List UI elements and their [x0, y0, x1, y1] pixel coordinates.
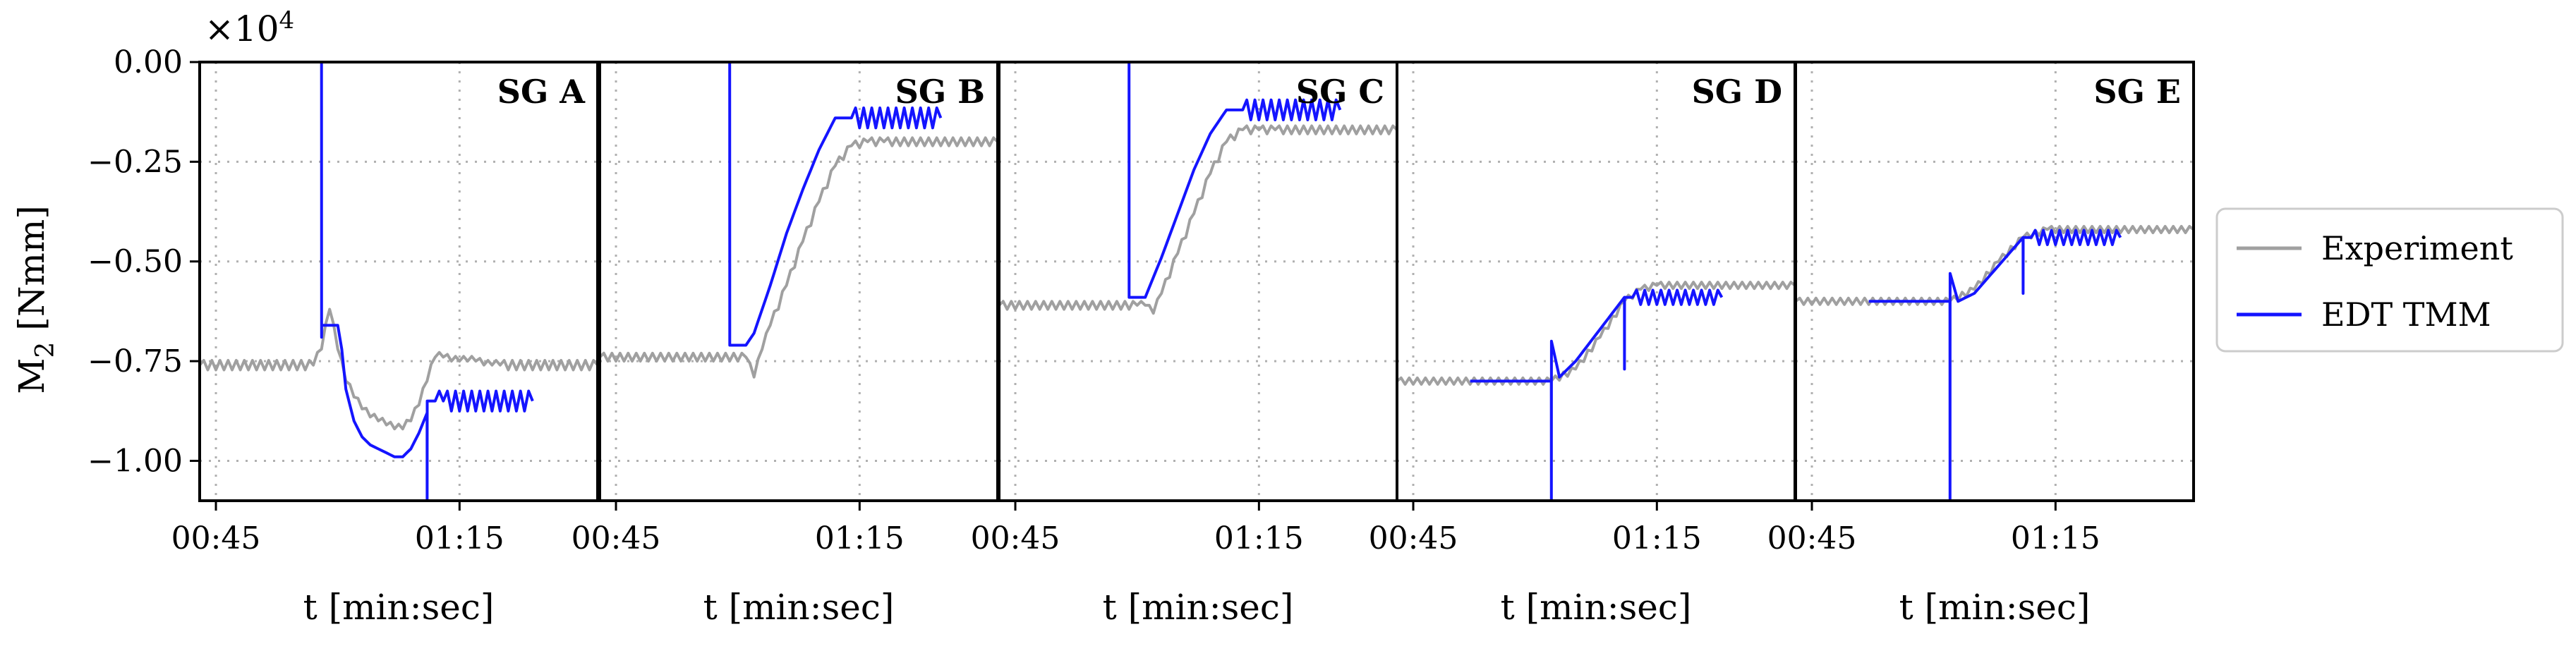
x-axis-label: t [min:sec] — [1899, 587, 2091, 628]
x-tick-label: 01:15 — [815, 520, 905, 556]
y-tick-label: −1.00 — [87, 443, 183, 479]
series-line-edt-tmm — [1470, 288, 1724, 501]
x-tick-label: 00:45 — [1767, 520, 1857, 556]
series-group — [1397, 281, 1795, 501]
x-tick-label: 01:15 — [1612, 520, 1702, 556]
y-tick-label: −0.75 — [87, 343, 183, 379]
panel-sg-c: SG C 00:45 01:15 t [min:sec] — [971, 61, 1398, 628]
panel-label: SG E — [2093, 73, 2181, 111]
y-axis-multiplier: ×104 — [205, 6, 294, 49]
x-tick-label: 00:45 — [1369, 520, 1458, 556]
y-tick-label: 0.00 — [114, 44, 183, 80]
series-line-experiment — [600, 136, 998, 379]
panel-frame — [1794, 61, 2195, 502]
panel-sg-e: SG E 00:45 01:15 t [min:sec] — [1767, 61, 2195, 628]
series-group — [600, 62, 998, 379]
x-tick-label: 01:15 — [415, 520, 504, 556]
series-line-experiment — [1796, 225, 2194, 306]
panel-frame — [598, 61, 999, 502]
panels-layer: SG A 00:45 01:15 t [min:sec] SG B 00:45 01:15 t… — [171, 61, 2195, 628]
panel-sg-a: SG A 00:45 01:15 t [min:sec] — [171, 61, 599, 628]
panel-label: SG B — [895, 73, 985, 111]
legend: Experiment EDT TMM — [2215, 207, 2564, 353]
series-group — [1796, 225, 2194, 501]
series-line-experiment — [999, 124, 1397, 315]
y-axis-label: M2 [Nmm] — [11, 205, 60, 394]
x-axis-label: t [min:sec] — [303, 587, 495, 628]
y-tick-label: −0.25 — [87, 144, 183, 180]
x-tick-label: 00:45 — [171, 520, 261, 556]
x-tick-label: 01:15 — [1214, 520, 1304, 556]
series-line-experiment — [200, 307, 598, 431]
legend-label-edt-tmm: EDT TMM — [2321, 295, 2491, 334]
panel-frame — [198, 61, 599, 502]
y-tick-labels: 0.00 −0.25 −0.50 −0.75 −1.00 — [87, 44, 200, 479]
legend-frame — [2215, 207, 2564, 353]
x-tick-label: 00:45 — [572, 520, 661, 556]
series-line-edt-tmm — [1868, 228, 2122, 501]
x-axis-label: t [min:sec] — [703, 587, 895, 628]
series-line-edt-tmm — [320, 62, 534, 501]
panel-sg-d: SG D 00:45 01:15 t [min:sec] — [1369, 61, 1796, 628]
series-line-edt-tmm — [1127, 62, 1342, 299]
panel-label: SG D — [1692, 73, 1782, 111]
series-group — [200, 62, 598, 501]
x-axis-label: t [min:sec] — [1103, 587, 1294, 628]
series-line-experiment — [1397, 281, 1795, 386]
panel-label: SG C — [1296, 73, 1384, 111]
panel-label: SG A — [497, 73, 586, 111]
legend-label-experiment: Experiment — [2321, 229, 2513, 267]
x-axis-label: t [min:sec] — [1501, 587, 1692, 628]
series-line-edt-tmm — [728, 62, 943, 347]
panel-sg-b: SG B 00:45 01:15 t [min:sec] — [572, 61, 999, 628]
x-tick-label: 01:15 — [2011, 520, 2100, 556]
x-tick-label: 00:45 — [971, 520, 1060, 556]
series-group — [999, 62, 1397, 315]
y-tick-label: −0.50 — [87, 244, 183, 280]
panel-frame — [1396, 61, 1796, 502]
